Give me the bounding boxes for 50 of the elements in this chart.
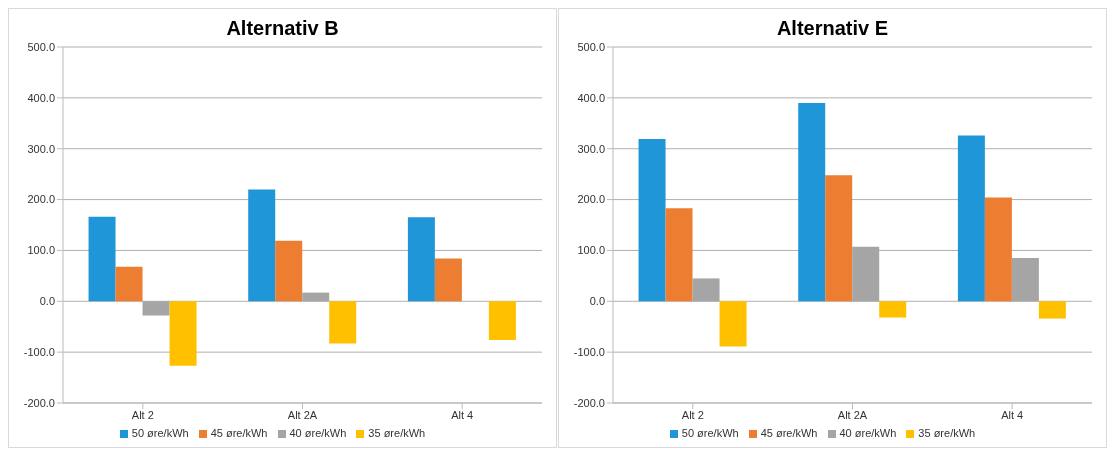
bar xyxy=(957,135,985,302)
bar xyxy=(1038,301,1066,319)
chart-title: Alternativ E xyxy=(776,17,889,39)
bar xyxy=(169,301,197,366)
bar xyxy=(638,139,666,302)
bar xyxy=(329,301,357,344)
y-tick-label: 500.0 xyxy=(27,40,55,53)
x-tick-label: Alt 2 xyxy=(681,408,704,421)
bar xyxy=(115,266,143,302)
bar xyxy=(275,240,303,302)
x-tick-label: Alt 2A xyxy=(837,408,868,421)
y-tick-label: 100.0 xyxy=(577,244,605,257)
x-tick-label: Alt 4 xyxy=(451,408,474,421)
legend-label: 45 øre/kWh xyxy=(760,427,818,439)
y-tick-label: 0.0 xyxy=(39,295,55,308)
bar xyxy=(798,102,826,302)
legend-label: 50 øre/kWh xyxy=(681,427,739,439)
bar xyxy=(434,258,462,302)
bar xyxy=(719,301,747,347)
x-tick-label: Alt 2 xyxy=(131,408,154,421)
y-tick-label: 200.0 xyxy=(577,193,605,206)
legend-label: 40 øre/kWh xyxy=(289,427,347,439)
y-tick-label: 200.0 xyxy=(27,193,55,206)
y-tick-label: 100.0 xyxy=(27,244,55,257)
bar xyxy=(407,217,435,302)
x-tick-label: Alt 4 xyxy=(1001,408,1024,421)
y-tick-label: 500.0 xyxy=(577,40,605,53)
chart-title: Alternativ B xyxy=(226,17,339,39)
y-tick-label: -100.0 xyxy=(573,346,605,359)
bar xyxy=(825,175,853,302)
legend-label: 45 øre/kWh xyxy=(210,427,268,439)
y-tick-label: 400.0 xyxy=(27,91,55,104)
legend-label: 50 øre/kWh xyxy=(131,427,189,439)
legend-label: 40 øre/kWh xyxy=(839,427,897,439)
bar xyxy=(88,216,116,302)
legend-label: 35 øre/kWh xyxy=(368,427,426,439)
y-tick-label: 400.0 xyxy=(577,91,605,104)
bar xyxy=(984,197,1012,302)
bar xyxy=(248,189,276,302)
y-tick-label: -100.0 xyxy=(23,346,55,359)
y-tick-label: 300.0 xyxy=(577,142,605,155)
legend-label: 35 øre/kWh xyxy=(918,427,976,439)
bar xyxy=(488,301,516,340)
y-tick-label: 0.0 xyxy=(589,295,605,308)
y-tick-label: 300.0 xyxy=(27,142,55,155)
bar xyxy=(879,301,907,318)
y-tick-label: -200.0 xyxy=(573,396,605,409)
y-tick-label: -200.0 xyxy=(23,396,55,409)
bar xyxy=(665,208,693,302)
x-tick-label: Alt 2A xyxy=(287,408,318,421)
